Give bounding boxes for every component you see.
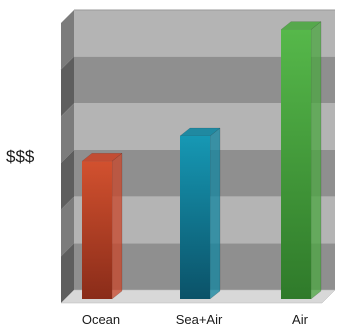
side-wall-band — [61, 196, 74, 257]
x-tick-labels: Ocean Sea+Air Air — [82, 312, 309, 327]
side-wall-band — [61, 243, 74, 303]
side-wall-band — [61, 10, 74, 70]
side-wall-band — [61, 103, 74, 163]
bars-group — [81, 21, 322, 300]
x-tick-label: Ocean — [82, 312, 120, 327]
side-wall-band — [61, 150, 74, 210]
x-tick-label: Sea+Air — [176, 312, 223, 327]
bar-ocean — [81, 152, 123, 300]
bar-front — [281, 29, 311, 299]
bar-side — [209, 127, 221, 300]
bar-side — [111, 152, 123, 300]
x-tick-label: Air — [292, 312, 309, 327]
bar-side — [310, 21, 322, 300]
bar-air — [280, 21, 322, 300]
bar-front — [82, 161, 112, 299]
side-wall-band — [61, 56, 74, 117]
y-axis-label: $$$ — [6, 147, 35, 166]
bar-front — [180, 136, 210, 299]
bar-sea-air — [179, 127, 221, 300]
